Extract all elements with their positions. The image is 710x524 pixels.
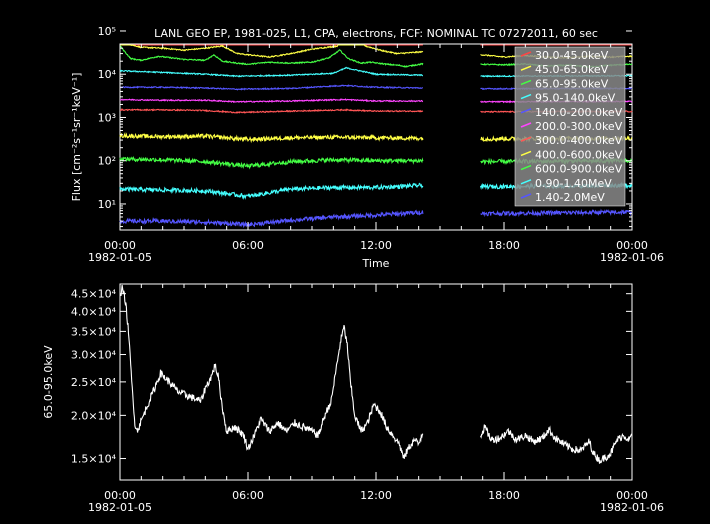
legend-entry: 200.0-300.0keV bbox=[535, 120, 623, 133]
series-line-140.0-200.0keV bbox=[120, 84, 424, 91]
x-tick-date: 1982-01-06 bbox=[600, 501, 664, 514]
x-tick-label: 00:00 bbox=[104, 489, 136, 502]
series-line-400.0-600.0keV bbox=[119, 132, 424, 144]
series-line-95.0-140.0keV bbox=[119, 66, 424, 78]
legend-entry: 300.0-400.0keV bbox=[535, 134, 623, 147]
series-line-65.0-95.0keV bbox=[119, 284, 424, 459]
x-tick-label: 06:00 bbox=[232, 489, 264, 502]
legend-entry: 600.0-900.0keV bbox=[535, 163, 623, 176]
series-line-1.40-2.0MeV bbox=[119, 209, 424, 229]
y-tick-label: 10³ bbox=[98, 111, 116, 124]
series-line-600.0-900.0keV bbox=[119, 156, 424, 170]
flux-panel: LANL GEO EP, 1981-025, L1, CPA, electron… bbox=[70, 25, 664, 270]
y-tick-label: 2.0×10⁴ bbox=[71, 409, 117, 422]
legend-swatch bbox=[520, 136, 532, 142]
x-tick-label: 12:00 bbox=[360, 239, 392, 252]
legend-entry: 140.0-200.0keV bbox=[535, 106, 623, 119]
y-tick-label: 10² bbox=[98, 155, 116, 168]
legend-swatch bbox=[520, 79, 532, 86]
flux-x-axis-label: Time bbox=[362, 257, 390, 270]
y-tick-label: 4.0×10⁴ bbox=[71, 305, 117, 318]
series-line-65.0-95.0keV bbox=[480, 424, 632, 464]
legend-swatch bbox=[520, 179, 532, 185]
legend-swatch bbox=[520, 51, 532, 57]
legend-entry: 95.0-140.0keV bbox=[535, 92, 616, 105]
channel-y-axis-label: 65.0-95.0keV bbox=[42, 345, 55, 419]
series-line-300.0-400.0keV bbox=[119, 108, 424, 114]
series-line-65.0-95.0keV bbox=[119, 45, 424, 68]
legend-entry: 45.0-65.0keV bbox=[535, 63, 609, 76]
y-tick-label: 3.0×10⁴ bbox=[71, 349, 117, 362]
legend-box bbox=[514, 46, 626, 207]
x-tick-label: 00:00 bbox=[104, 239, 136, 252]
x-tick-label: 06:00 bbox=[232, 239, 264, 252]
y-tick-label: 3.5×10⁴ bbox=[71, 325, 117, 338]
series-line-200.0-300.0keV bbox=[119, 98, 424, 104]
legend-swatch bbox=[520, 150, 532, 157]
x-tick-date: 1982-01-05 bbox=[88, 251, 152, 264]
legend-entry: 30.0-45.0keV bbox=[535, 49, 609, 62]
legend-entry: 0.90-1.40MeV bbox=[535, 177, 612, 190]
y-tick-label: 1.5×10⁴ bbox=[71, 453, 117, 466]
legend-swatch bbox=[520, 164, 532, 171]
y-tick-label: 10¹ bbox=[98, 198, 116, 211]
series-line-1.40-2.0MeV bbox=[480, 208, 633, 218]
flux-y-axis-label: Flux [cm⁻²s⁻¹sr⁻¹keV⁻¹] bbox=[70, 73, 83, 202]
x-tick-label: 00:00 bbox=[616, 239, 648, 252]
y-tick-label: 4.5×10⁴ bbox=[71, 288, 117, 301]
x-tick-date: 1982-01-05 bbox=[88, 501, 152, 514]
legend-swatch bbox=[520, 193, 532, 199]
legend-swatch bbox=[520, 108, 532, 114]
y-tick-label: 10⁴ bbox=[98, 68, 117, 81]
chart-title: LANL GEO EP, 1981-025, L1, CPA, electron… bbox=[154, 27, 598, 40]
x-tick-label: 18:00 bbox=[488, 239, 520, 252]
legend-swatch bbox=[520, 122, 532, 128]
y-tick-label: 10⁵ bbox=[98, 25, 116, 38]
channel-series-group bbox=[119, 284, 632, 464]
x-tick-label: 12:00 bbox=[360, 489, 392, 502]
x-tick-label: 00:00 bbox=[616, 489, 648, 502]
legend-entry: 65.0-95.0keV bbox=[535, 77, 609, 90]
series-line-0.90-1.40MeV bbox=[119, 182, 424, 201]
x-tick-label: 18:00 bbox=[488, 489, 520, 502]
legend-swatch bbox=[520, 93, 532, 100]
series-line-45.0-65.0keV bbox=[120, 44, 424, 59]
flux-y-axis: 10¹ 10² 10³ 10⁴ 10⁵ bbox=[98, 25, 632, 228]
x-tick-date: 1982-01-06 bbox=[600, 251, 664, 264]
legend-swatch bbox=[520, 65, 532, 71]
y-tick-label: 2.5×10⁴ bbox=[71, 376, 117, 389]
legend-entry: 1.40-2.0MeV bbox=[535, 191, 605, 204]
channel-panel: 1.5×10⁴ 2.0×10⁴ 2.5×10⁴ 3.0×10⁴ 3.5×10⁴ 4.0×1… bbox=[42, 283, 664, 514]
legend-entry: 400.0-600.0keV bbox=[535, 148, 623, 161]
channel-y-axis: 1.5×10⁴ 2.0×10⁴ 2.5×10⁴ 3.0×10⁴ 3.5×10⁴ 4.0×1… bbox=[71, 288, 632, 466]
